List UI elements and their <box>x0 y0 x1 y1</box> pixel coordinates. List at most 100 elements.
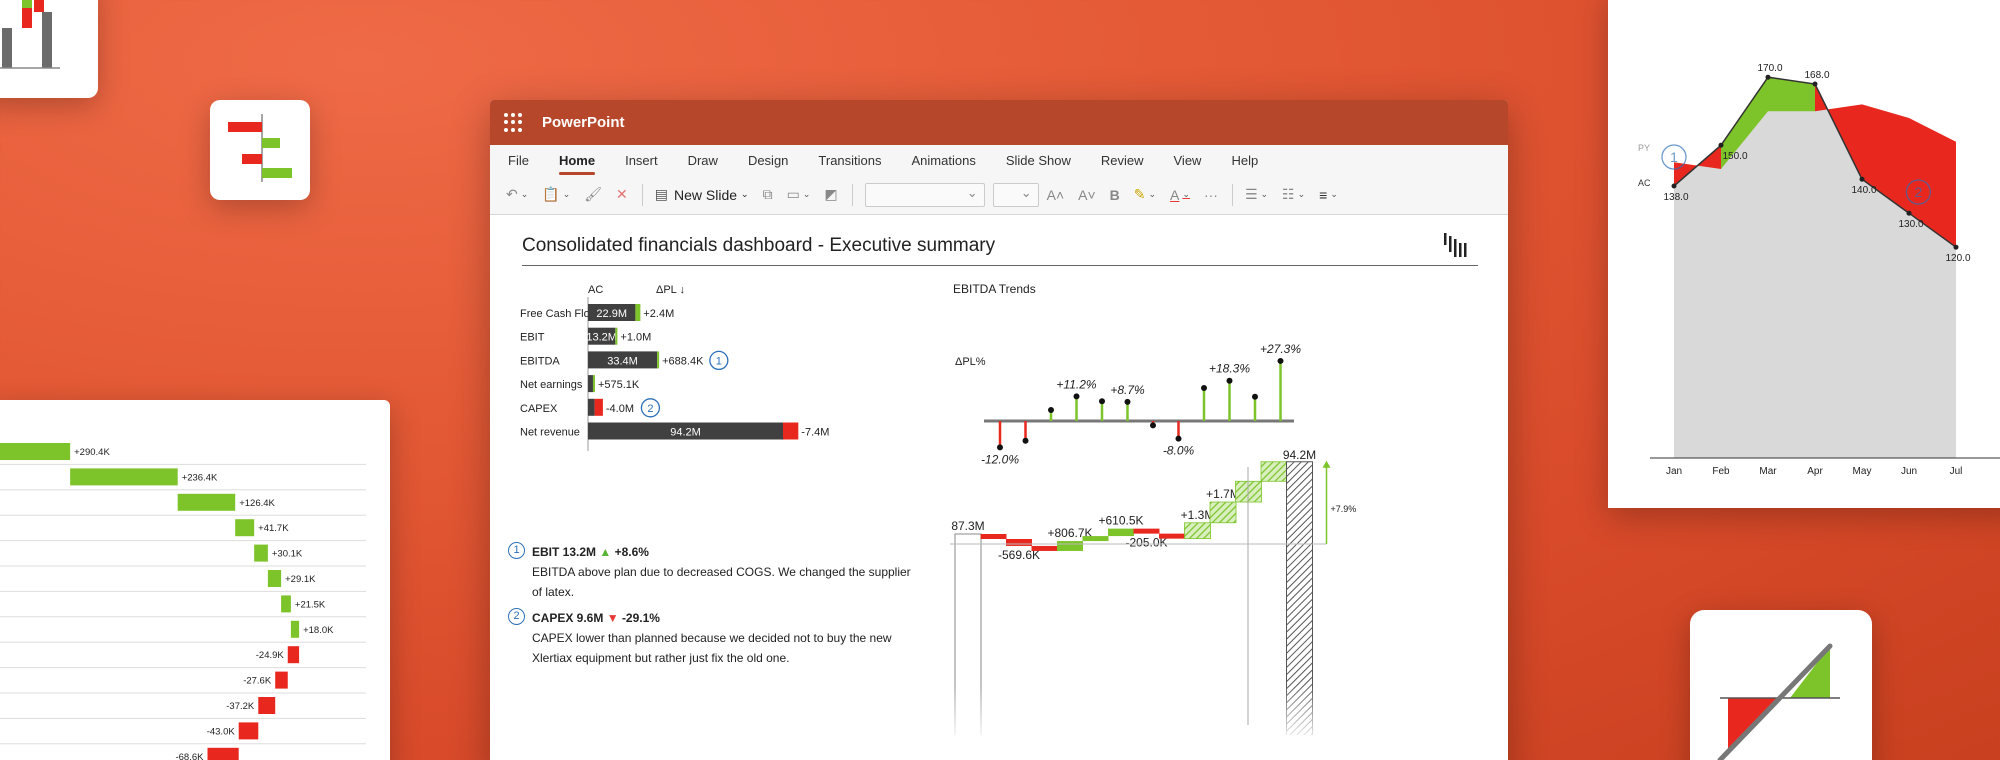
variance-bar <box>275 671 288 689</box>
more-options-icon[interactable]: ··· <box>1203 186 1218 203</box>
font-family-dropdown[interactable] <box>864 182 985 207</box>
variance-bar <box>287 646 300 664</box>
forecast-fade <box>1284 685 1315 735</box>
variance-label: -37.2K <box>226 701 255 712</box>
ac-point <box>1671 183 1677 189</box>
waterfall-bar <box>1209 501 1237 524</box>
category-label: Net revenue <box>520 427 580 439</box>
format-painter-icon[interactable]: 🖌 <box>584 186 603 202</box>
slope-chart-icon <box>1717 643 1840 760</box>
tab-animations[interactable]: Animations <box>911 152 976 168</box>
align-icon[interactable]: ≡ ⌄ <box>1319 186 1338 203</box>
chart-title: EBITDA Trends <box>953 282 1036 296</box>
series-label-ac: AC <box>1638 178 1651 188</box>
waterfall-label: +1.3M <box>1181 508 1215 522</box>
pin-head <box>1252 393 1258 400</box>
pin-head <box>1048 407 1054 413</box>
delta-label: +1.0M <box>620 332 651 344</box>
comment-delta: +8.6% <box>614 545 649 559</box>
ac-point-label: 140.0 <box>1851 185 1876 196</box>
month-label: Jan <box>1666 466 1682 477</box>
variance-band <box>1862 104 1909 214</box>
new-slide-button[interactable]: ▤ New Slide ⌄ <box>654 186 749 203</box>
ac-point-label: 130.0 <box>1898 219 1923 230</box>
comment-1: 1 EBIT 13.2M ▲ +8.6% EBITDA above plan d… <box>508 542 922 602</box>
comment-marker-label: 1 <box>716 355 722 367</box>
shrink-font-icon[interactable]: A˅ <box>1078 186 1096 203</box>
tab-insert[interactable]: Insert <box>625 152 658 168</box>
waterfall-bar <box>1133 528 1160 534</box>
waterfall-bar <box>1082 536 1109 542</box>
font-color-icon[interactable]: A ⌄ <box>1170 186 1190 203</box>
paste-icon[interactable]: 📋 ⌄ <box>542 186 571 202</box>
month-label: Mar <box>1759 466 1777 477</box>
grow-font-icon[interactable]: A˄ <box>1046 186 1065 203</box>
tab-help[interactable]: Help <box>1231 152 1259 168</box>
tab-design[interactable]: Design <box>747 152 789 168</box>
variance-bar <box>238 722 259 740</box>
comment-marker: 2 <box>508 608 525 625</box>
theme-icon[interactable]: ◩ <box>824 186 838 202</box>
toolbar-divider <box>851 183 853 206</box>
comment-marker-circle <box>709 350 729 371</box>
variance-label: -43.0K <box>207 726 236 737</box>
title-bar: PowerPoint <box>490 100 1508 145</box>
comment-marker-label: 2 <box>647 403 653 415</box>
variance-label: +29.1K <box>285 574 316 585</box>
waterfall-label: +610.5K <box>1098 514 1143 528</box>
comment-marker-label: 1 <box>1670 149 1678 165</box>
month-label: Feb <box>1712 466 1730 477</box>
variance-bar <box>267 570 282 587</box>
delete-icon[interactable]: ✕ <box>616 186 628 202</box>
layout-icon[interactable]: ▭ ⌄ <box>786 186 811 202</box>
bold-icon[interactable]: B <box>1109 186 1120 203</box>
delta-bar <box>782 422 799 440</box>
variance-bar <box>254 544 268 562</box>
comment-marker-label: 2 <box>1915 184 1923 200</box>
tab-home[interactable]: Home <box>558 152 596 175</box>
ebitda-trends-chart: EBITDA Trends ΔPL% -12.0% +11.2% +8.7% -8.0% +… <box>950 282 1356 735</box>
variance-chart-card <box>210 100 310 200</box>
ac-value-label: 94.2M <box>670 427 701 439</box>
brand-logo-icon <box>1444 233 1467 257</box>
variance-bar <box>70 468 178 486</box>
comment-2: 2 CAPEX 9.6M ▼ -29.1% CAPEX lower than p… <box>508 608 922 668</box>
variance-label: +30.1K <box>272 549 303 560</box>
bullets-icon[interactable]: ☰ ⌄ <box>1244 186 1269 202</box>
variance-bar <box>235 519 255 537</box>
pin-label: +27.3% <box>1260 342 1301 356</box>
pin-head <box>997 444 1003 451</box>
highlight-icon[interactable]: ✎ ⌄ <box>1133 186 1157 202</box>
comment-marker: 1 <box>508 542 525 559</box>
reuse-slides-icon[interactable]: ⧉ <box>762 186 773 202</box>
category-label: Free Cash Flow <box>520 308 598 320</box>
delta-bar <box>592 375 595 393</box>
tab-view[interactable]: View <box>1173 152 1202 168</box>
app-launcher-icon[interactable] <box>504 112 524 133</box>
waterfall-bar <box>1108 528 1134 537</box>
variance-band <box>1909 118 1956 248</box>
category-label: EBIT <box>520 332 545 344</box>
delta-bar <box>594 398 603 416</box>
ribbon-tabs: File Home Insert Draw Design Transitions… <box>490 145 1508 175</box>
variance-label: +236.4K <box>182 472 218 483</box>
font-size-dropdown[interactable] <box>992 182 1039 207</box>
variance-label: -27.6K <box>243 676 272 687</box>
ac-bar <box>588 398 595 416</box>
comment-marker-circle <box>1661 144 1687 170</box>
variance-bar <box>258 697 276 714</box>
numbering-icon[interactable]: ☷ ⌄ <box>1282 186 1306 202</box>
tab-draw[interactable]: Draw <box>687 152 718 168</box>
tab-transitions[interactable]: Transitions <box>818 152 882 168</box>
waterfall-bar <box>1006 539 1032 546</box>
tab-file[interactable]: File <box>508 152 529 168</box>
slide-canvas[interactable]: Consolidated financials dashboard - Exec… <box>490 215 1508 760</box>
tab-review[interactable]: Review <box>1100 152 1144 168</box>
tab-slide-show[interactable]: Slide Show <box>1005 152 1071 168</box>
month-label: May <box>1853 466 1872 477</box>
ac-point-label: 170.0 <box>1757 63 1782 74</box>
powerpoint-window: PowerPoint File Home Insert Draw Design … <box>490 100 1508 760</box>
category-label: EBITDA <box>520 355 560 367</box>
undo-icon[interactable]: ↶ ⌄ <box>506 186 529 202</box>
line-variance-card: 138.0 150.0 170.0 168.0 140.0 130.0 120.0 PY AC 1… <box>1608 0 2000 508</box>
